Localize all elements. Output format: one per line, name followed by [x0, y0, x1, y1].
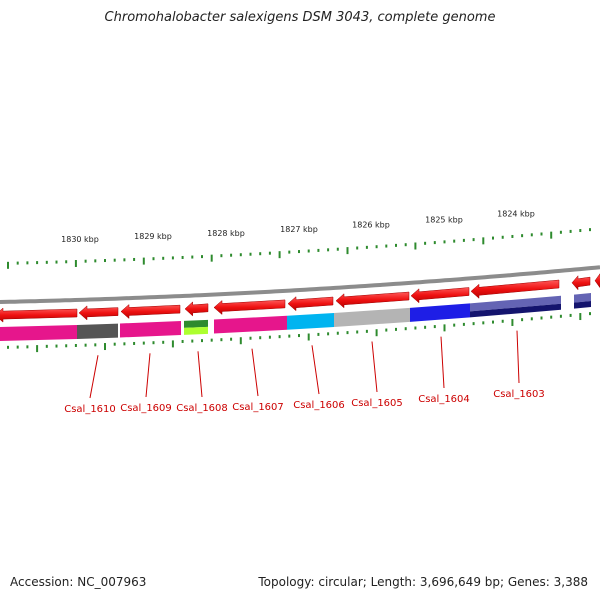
category-bar	[0, 324, 77, 341]
gene-callouts: Csal_1610 Csal_1609 Csal_1608 Csal_1607 Csal…	[64, 330, 545, 415]
category-bar	[574, 301, 591, 309]
gene-arrow	[78, 305, 119, 321]
callout-line	[251, 348, 259, 397]
genome-backbone-line	[0, 265, 600, 304]
callout-line	[440, 336, 445, 389]
category-bar	[184, 326, 208, 335]
gene-arrow	[410, 287, 470, 304]
gene-arrow	[213, 299, 286, 316]
scale-ticks-top	[7, 228, 591, 269]
category-bar	[184, 319, 208, 328]
accession-text: Accession: NC_007963	[10, 575, 147, 589]
gene-label: Csal_1610	[64, 404, 116, 415]
callout-line	[197, 351, 203, 398]
category-bar	[214, 315, 287, 334]
scale-labels: 1830 kbp 1829 kbp 1828 kbp 1827 kbp 1826 kbp…	[61, 210, 535, 244]
scale-label: 1830 kbp	[61, 235, 99, 244]
gene-arrow	[120, 303, 181, 320]
gene-arrow	[335, 291, 410, 309]
gene-label: Csal_1609	[120, 403, 172, 414]
callout-line	[89, 355, 99, 399]
genome-summary-text: Topology: circular; Length: 3,696,649 bp…	[258, 575, 588, 589]
gene-arrow	[184, 301, 209, 317]
callout-line	[516, 330, 520, 384]
gene-label: Csal_1605	[351, 398, 403, 409]
scale-label: 1829 kbp	[134, 232, 172, 241]
category-bar	[334, 307, 410, 327]
callout-line	[145, 353, 151, 398]
gene-arrow	[571, 275, 591, 291]
category-bar	[120, 321, 181, 338]
gene-arrow	[470, 279, 560, 299]
gene-label: Csal_1604	[418, 394, 470, 405]
scale-label: 1826 kbp	[352, 221, 390, 230]
gene-arrow	[287, 296, 334, 312]
genome-backbone	[0, 265, 600, 304]
callout-line	[311, 345, 320, 395]
scale-label: 1825 kbp	[425, 215, 463, 224]
gene-arrows	[0, 273, 600, 323]
category-bar	[574, 293, 591, 303]
scale-label: 1828 kbp	[207, 229, 245, 238]
gene-label: Csal_1606	[293, 400, 345, 411]
category-bars	[0, 293, 591, 341]
category-bar	[410, 303, 470, 322]
gene-arrow	[0, 307, 78, 323]
scale-label: 1824 kbp	[497, 210, 535, 219]
map-title: Chromohalobacter salexigens DSM 3043, co…	[104, 10, 496, 25]
scale-ticks-bottom	[7, 312, 591, 353]
gene-label: Csal_1607	[232, 402, 284, 413]
scale-label: 1827 kbp	[280, 225, 318, 234]
category-bar	[470, 303, 561, 318]
callout-line	[371, 341, 378, 393]
gene-label: Csal_1608	[176, 403, 228, 414]
category-bar	[77, 323, 118, 339]
category-bar	[470, 295, 561, 312]
gene-arrow	[594, 273, 600, 289]
category-bar	[287, 312, 334, 330]
gene-label: Csal_1603	[493, 389, 545, 400]
